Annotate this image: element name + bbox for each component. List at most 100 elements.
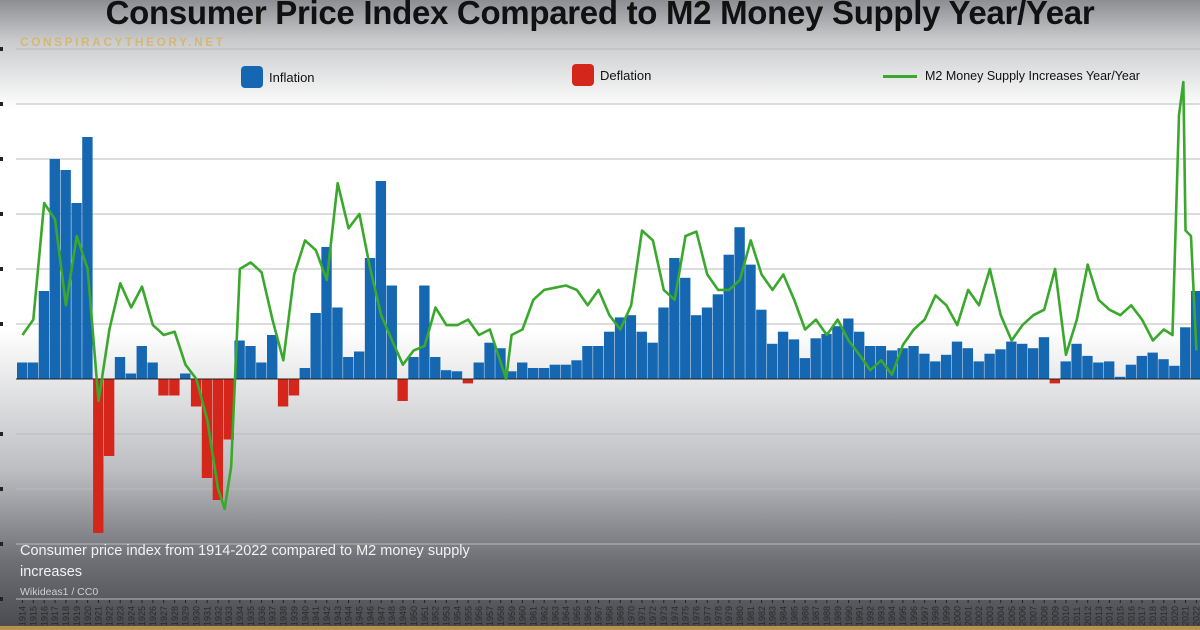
x-tick-label: 2009 bbox=[1050, 606, 1060, 626]
inflation-bar bbox=[712, 294, 724, 379]
y-tick-mark bbox=[0, 487, 3, 491]
inflation-bar bbox=[777, 331, 789, 379]
x-tick-label: 1972 bbox=[648, 606, 658, 626]
y-tick-mark bbox=[0, 267, 3, 271]
x-tick-label: 1948 bbox=[387, 606, 397, 626]
inflation-bar bbox=[1027, 348, 1039, 379]
x-tick-label: 1977 bbox=[702, 606, 712, 626]
x-tick-label: 1916 bbox=[39, 606, 49, 626]
inflation-bar bbox=[701, 307, 713, 379]
inflation-bar bbox=[625, 315, 637, 379]
inflation-swatch bbox=[241, 66, 263, 88]
x-tick-label: 1989 bbox=[833, 606, 843, 626]
x-tick-label: 2003 bbox=[985, 606, 995, 626]
x-tick-label: 2008 bbox=[1039, 606, 1049, 626]
deflation-bar bbox=[288, 379, 300, 396]
x-tick-label: 2011 bbox=[1072, 607, 1082, 626]
inflation-bar bbox=[1017, 343, 1028, 379]
x-tick-label: 1949 bbox=[398, 606, 408, 626]
x-tick-label: 1968 bbox=[605, 606, 615, 626]
x-tick-label: 1957 bbox=[485, 606, 495, 626]
inflation-bar bbox=[1006, 341, 1017, 379]
inflation-bar bbox=[321, 247, 332, 379]
deflation-swatch bbox=[572, 64, 594, 86]
x-tick-label: 1973 bbox=[659, 606, 669, 626]
x-tick-label: 1953 bbox=[442, 606, 452, 626]
inflation-bar bbox=[267, 335, 278, 379]
inflation-bar bbox=[973, 361, 984, 379]
inflation-bar bbox=[527, 368, 539, 379]
x-tick-label: 1935 bbox=[246, 606, 256, 626]
x-tick-label: 1995 bbox=[898, 606, 908, 626]
inflation-bar bbox=[1071, 343, 1082, 379]
x-tick-label: 1960 bbox=[518, 606, 528, 626]
inflation-bar bbox=[832, 326, 843, 379]
x-tick-label: 1979 bbox=[724, 606, 734, 626]
inflation-bar bbox=[930, 361, 941, 379]
inflation-bar bbox=[27, 362, 39, 379]
inflation-bar bbox=[593, 346, 604, 379]
x-tick-label: 1937 bbox=[268, 606, 278, 626]
x-tick-label: 1917 bbox=[50, 606, 60, 626]
inflation-bar bbox=[147, 362, 158, 379]
x-tick-label: 1925 bbox=[137, 606, 147, 626]
x-tick-label: 2007 bbox=[1029, 606, 1039, 626]
inflation-bar bbox=[756, 309, 767, 379]
x-tick-label: 2005 bbox=[1007, 606, 1017, 626]
y-tick-mark bbox=[0, 212, 3, 216]
x-tick-label: 1922 bbox=[105, 606, 115, 626]
inflation-bar bbox=[38, 291, 50, 379]
inflation-bar bbox=[1158, 359, 1169, 379]
x-tick-label: 1978 bbox=[713, 606, 723, 626]
deflation-bar bbox=[169, 379, 180, 396]
x-tick-label: 2021 bbox=[1181, 606, 1191, 626]
inflation-bar bbox=[1060, 361, 1071, 379]
inflation-bar bbox=[1169, 365, 1180, 379]
x-tick-label: 1971 bbox=[637, 606, 647, 626]
x-tick-label: 1938 bbox=[279, 606, 289, 626]
x-tick-label: 2010 bbox=[1061, 606, 1071, 626]
y-tick-mark bbox=[0, 102, 3, 106]
x-tick-label: 1915 bbox=[29, 606, 39, 626]
inflation-bar bbox=[517, 362, 528, 379]
x-tick-label: 1976 bbox=[692, 606, 702, 626]
inflation-bar bbox=[1147, 352, 1158, 379]
x-tick-label: 1980 bbox=[735, 606, 745, 626]
deflation-bar bbox=[397, 379, 408, 401]
x-tick-label: 2004 bbox=[996, 606, 1006, 626]
inflation-bar bbox=[473, 362, 484, 379]
legend-m2-label: M2 Money Supply Increases Year/Year bbox=[925, 69, 1140, 83]
inflation-bar bbox=[71, 203, 82, 379]
x-tick-label: 1974 bbox=[670, 606, 680, 626]
x-tick-label: 1981 bbox=[746, 606, 756, 626]
x-tick-label: 1932 bbox=[213, 606, 223, 626]
x-tick-label: 2013 bbox=[1094, 606, 1104, 626]
chart-title: Consumer Price Index Compared to M2 Mone… bbox=[105, 0, 1095, 31]
inflation-bar bbox=[82, 137, 93, 379]
inflation-bar bbox=[767, 343, 778, 379]
x-tick-label: 2014 bbox=[1105, 606, 1115, 626]
x-tick-label: 1965 bbox=[572, 606, 582, 626]
inflation-bar bbox=[723, 254, 734, 379]
inflation-bar bbox=[353, 351, 365, 379]
inflation-bar bbox=[299, 368, 310, 379]
x-tick-label: 1927 bbox=[159, 606, 169, 626]
deflation-bar bbox=[158, 379, 169, 396]
deflation-bar bbox=[201, 379, 213, 478]
inflation-bar bbox=[364, 258, 376, 379]
x-tick-label: 1950 bbox=[409, 606, 419, 626]
inflation-bar bbox=[919, 353, 930, 379]
inflation-bar bbox=[984, 353, 995, 379]
inflation-bar bbox=[962, 348, 974, 379]
x-tick-label: 1933 bbox=[224, 606, 234, 626]
inflation-bar bbox=[49, 159, 60, 379]
inflation-bar bbox=[245, 346, 256, 379]
inflation-bar bbox=[636, 331, 647, 379]
x-tick-label: 1985 bbox=[789, 606, 799, 626]
deflation-bar bbox=[190, 379, 202, 407]
x-tick-label: 1962 bbox=[539, 606, 549, 626]
x-tick-label: 2019 bbox=[1159, 606, 1169, 626]
inflation-bar bbox=[658, 307, 669, 379]
x-tick-label: 1944 bbox=[344, 606, 354, 626]
inflation-bar bbox=[386, 285, 397, 379]
